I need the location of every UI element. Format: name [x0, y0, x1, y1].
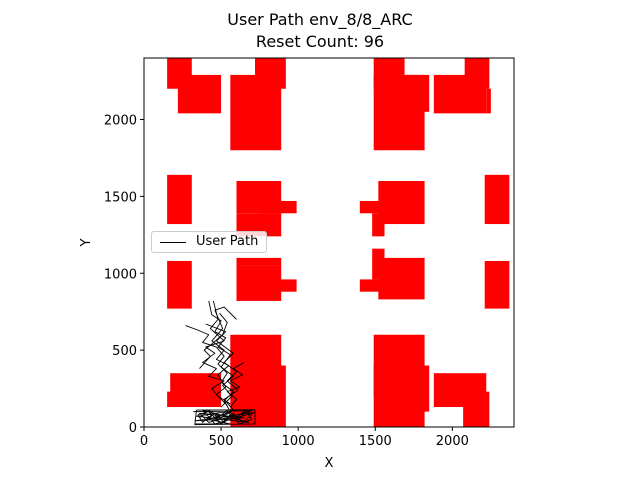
user-path-segment — [199, 409, 253, 423]
obstacle-block — [484, 174, 510, 225]
obstacle-block — [167, 260, 192, 309]
user-path-segment — [185, 325, 234, 412]
obstacle-block — [463, 391, 490, 427]
obstacle-block — [396, 74, 430, 112]
y-axis: 0 500 1000 1500 2000 — [104, 114, 144, 436]
obstacle-block — [464, 58, 490, 89]
y-tick-label: 2000 — [104, 114, 137, 129]
obstacle-block — [378, 181, 425, 225]
obstacle-layer — [167, 58, 510, 427]
x-axis-label: X — [325, 456, 334, 471]
user-path-segment — [194, 409, 256, 426]
obstacle-block — [261, 279, 297, 292]
y-tick-label: 1500 — [104, 190, 137, 205]
obstacle-block — [359, 200, 383, 214]
x-tick-label: 2000 — [436, 434, 469, 449]
legend-entry-user-path: User Path — [196, 234, 259, 249]
obstacle-block — [236, 213, 282, 237]
user-path-segment — [197, 411, 253, 425]
obstacle-block — [255, 58, 286, 89]
chart-title: User Path env_8/8_ARC — [227, 10, 413, 29]
obstacle-block — [372, 213, 385, 237]
y-tick-label: 0 — [129, 421, 137, 436]
y-tick-label: 500 — [112, 344, 137, 359]
obstacle-block — [484, 260, 510, 309]
obstacle-block — [167, 174, 192, 225]
user-path-segment — [211, 306, 237, 406]
user-path-segment — [208, 300, 234, 408]
x-tick-label: 1000 — [282, 434, 315, 449]
obstacle-block — [255, 365, 286, 427]
user-path-segment — [226, 362, 245, 408]
y-axis-label: Y — [79, 238, 94, 247]
chart-subtitle: Reset Count: 96 — [255, 32, 385, 51]
user-path-layer — [185, 300, 256, 426]
x-tick-label: 500 — [209, 434, 234, 449]
obstacle-block — [359, 279, 383, 292]
obstacle-block — [486, 88, 491, 114]
legend-line-swatch — [160, 242, 186, 243]
obstacle-block — [261, 200, 297, 214]
x-axis: 0 500 1000 1500 2000 — [140, 427, 469, 449]
x-tick-label: 1500 — [359, 434, 392, 449]
legend: User Path — [151, 231, 267, 253]
x-tick-label: 0 — [140, 434, 148, 449]
y-tick-label: 1000 — [104, 267, 137, 282]
plot-frame — [143, 57, 515, 428]
obstacle-block — [396, 365, 430, 412]
obstacle-block — [372, 248, 385, 280]
user-path-segment — [199, 312, 228, 369]
user-path-segment — [202, 300, 231, 405]
obstacle-block — [236, 257, 282, 266]
obstacle-block — [167, 58, 192, 89]
obstacle-block — [378, 257, 425, 300]
